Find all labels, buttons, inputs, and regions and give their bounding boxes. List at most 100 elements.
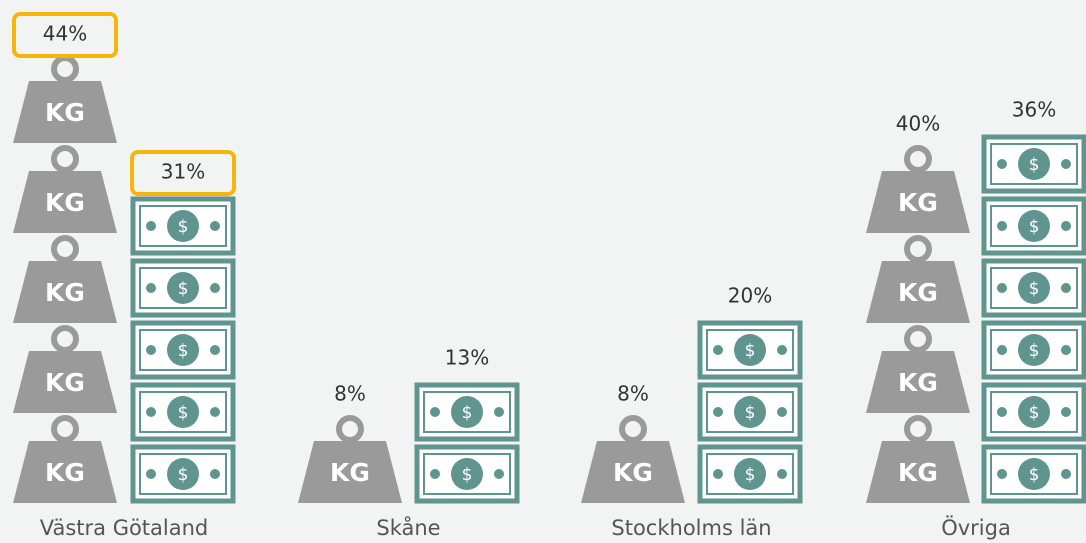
bill-inner [990,391,1078,433]
bill-dot [713,469,723,479]
weight-ring [904,235,932,263]
bill-inner [990,453,1078,495]
bill-text: $ [462,403,473,423]
weight-text: KG [898,278,938,307]
value-label: 20% [728,284,772,308]
bill-text: $ [1029,217,1040,237]
bill-text: $ [1029,465,1040,485]
bill-dot [713,407,723,417]
bill-inner [139,205,227,247]
category-label: Skåne [376,515,440,540]
bill-coin [451,458,483,490]
bill-dot [997,283,1007,293]
bill-dot [494,407,504,417]
bill-dot [777,469,787,479]
weight-body [581,441,685,503]
bill-text: $ [745,341,756,361]
bill-dot [777,407,787,417]
bill-dot [1061,469,1071,479]
bill-coin [1018,272,1050,304]
weight-text: KG [45,188,85,217]
weight-body [13,171,117,233]
bill-dot [494,469,504,479]
bill-dot [430,469,440,479]
bill-inner [139,267,227,309]
bill-dot [1061,221,1071,231]
bill-dot [146,221,156,231]
weight-ring [51,55,79,83]
icon-column: KG KG KG KG [866,145,970,503]
weight-ring [904,145,932,173]
weight-text: KG [898,458,938,487]
weight-text: KG [613,458,653,487]
value-label: 8% [617,382,649,406]
bill-text: $ [178,217,189,237]
bill-text: $ [178,279,189,299]
bill-dot [146,407,156,417]
weight-body [298,441,402,503]
bill-inner [706,391,794,433]
bill-dot [210,221,220,231]
weight-ring [51,325,79,353]
bill-inner [706,453,794,495]
bill-dot [146,345,156,355]
bill-inner [139,453,227,495]
weight-body [13,81,117,143]
bill-dot [997,469,1007,479]
bill-dot [997,345,1007,355]
bill-text: $ [745,403,756,423]
bill-dot [146,469,156,479]
bill-coin [167,334,199,366]
bill-dot [210,283,220,293]
bill-coin [167,396,199,428]
value-label: 40% [896,112,940,136]
bill-inner [139,329,227,371]
bill-coin [734,334,766,366]
bill-dot [430,407,440,417]
category-label: Stockholms län [611,516,771,540]
category-label: Övriga [941,515,1011,540]
bill-coin [451,396,483,428]
weight-body [13,441,117,503]
bill-inner [423,453,511,495]
bill-dot [1061,283,1071,293]
value-label: 13% [445,346,489,370]
highlight-box [130,150,236,196]
weight-text: KG [898,188,938,217]
bill-coin [734,458,766,490]
bill-dot [146,283,156,293]
weight-body [866,441,970,503]
bill-coin [1018,334,1050,366]
bill-inner [706,329,794,371]
weight-body [13,351,117,413]
bill-dot [997,407,1007,417]
bill-coin [1018,458,1050,490]
bill-inner [990,143,1078,185]
weight-body [866,171,970,233]
bill-dot [1061,345,1071,355]
bill-inner [990,267,1078,309]
weight-ring [904,325,932,353]
value-label: 8% [334,382,366,406]
weight-ring [619,415,647,443]
category-label: Västra Götaland [40,516,209,540]
icon-column: $ $ $ [697,320,803,504]
weight-text: KG [45,458,85,487]
bill-dot [210,345,220,355]
bill-inner [139,391,227,433]
value-label: 36% [1012,98,1056,122]
bill-dot [713,345,723,355]
bill-coin [167,272,199,304]
highlight-box [12,12,118,58]
weight-ring [51,235,79,263]
bill-inner [423,391,511,433]
icon-column: $$ [414,382,520,504]
weight-ring [51,415,79,443]
bill-coin [1018,396,1050,428]
bill-inner [990,329,1078,371]
bill-text: $ [178,341,189,361]
weight-text: KG [45,368,85,397]
bill-text: $ [745,465,756,485]
